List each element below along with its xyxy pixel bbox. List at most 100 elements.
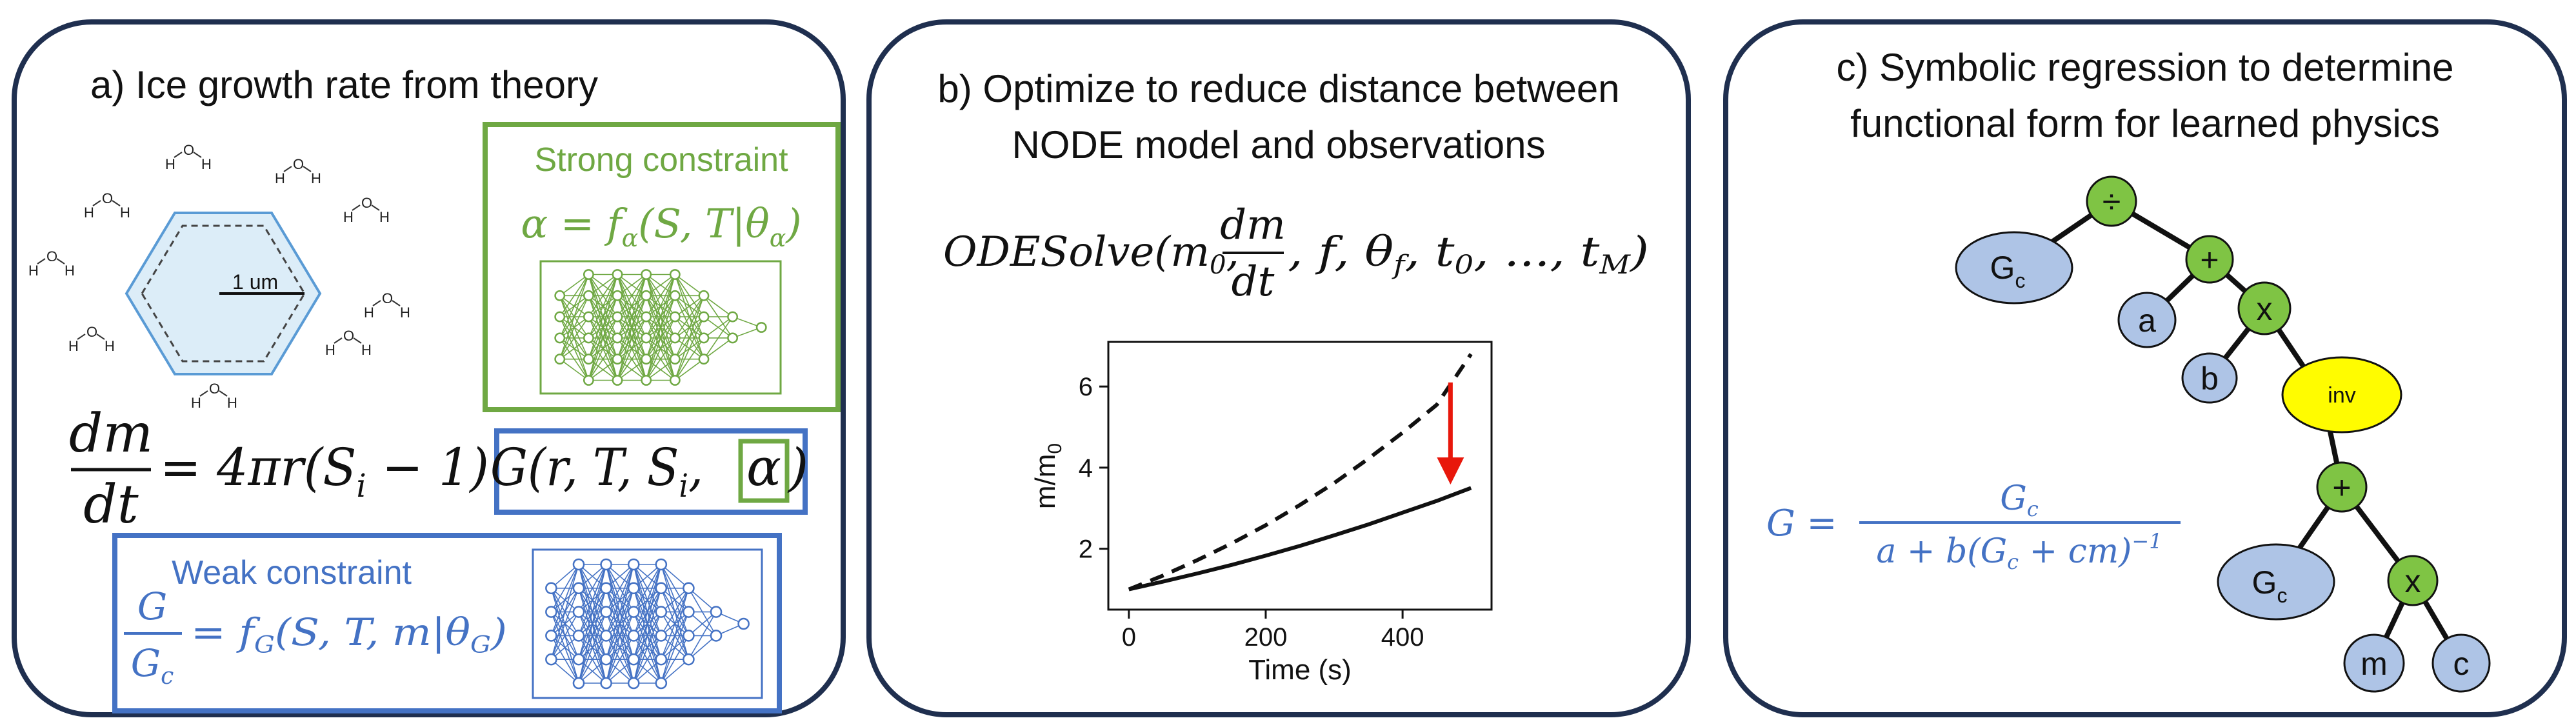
plus-node: + (2185, 235, 2234, 284)
svg-text:H: H (400, 304, 410, 321)
x-tick-label: 400 (1381, 623, 1424, 652)
network-edge (661, 659, 689, 684)
network-edge (674, 274, 704, 296)
svg-text:H: H (120, 204, 130, 221)
network-edge (633, 635, 662, 684)
network-edge (605, 564, 634, 660)
network-node (627, 630, 640, 642)
chart-marks: 0 200 400 2 4 6 (1079, 353, 1473, 652)
network-edge (674, 359, 704, 381)
panel-c-frame (1723, 19, 2567, 717)
odesolve-frac-den: dt (1232, 258, 1275, 306)
inv-node: inv (2281, 356, 2402, 433)
network-edge (645, 295, 676, 381)
svg-text:m: m (2361, 646, 2388, 682)
svg-text:H: H (165, 156, 175, 172)
network-edge (578, 635, 607, 684)
a-node: a (2117, 292, 2177, 348)
network-edge (578, 564, 607, 613)
network-edge (605, 612, 634, 684)
series-line-solid (1128, 486, 1472, 592)
water-molecule: O H H (364, 290, 410, 321)
network-edge (645, 274, 676, 359)
svg-text:÷: ÷ (2102, 183, 2121, 221)
network-edge (617, 359, 647, 381)
neural-network-blue (532, 548, 763, 699)
network-edge (588, 274, 618, 359)
svg-text:, f, θf, t0, ..., tM): , f, θ f, t 0, ..., t M) (1288, 228, 1649, 280)
svg-text:H: H (227, 395, 237, 411)
panel-a-title: a) Ice growth rate from theory (90, 63, 598, 106)
network-edge (703, 316, 734, 339)
network-edge (588, 274, 618, 381)
svg-text:x: x (2405, 563, 2421, 599)
g-function-box (494, 428, 808, 515)
network-edge (688, 612, 717, 660)
weak-constraint-box: Weak constraint G Gc = f G(S, T, m|θ G) (112, 533, 782, 713)
network-node (572, 677, 585, 690)
network-edge (588, 295, 618, 381)
network-edge (578, 564, 607, 684)
network-node (669, 332, 681, 344)
network-edge (617, 274, 647, 296)
svg-text:ODESolve(m0,: ODESolve(m0, (943, 228, 1239, 280)
svg-text:H: H (84, 204, 94, 221)
network-edge (617, 274, 647, 359)
network-node (572, 558, 585, 571)
network-edge (578, 564, 607, 660)
network-edge (559, 337, 589, 360)
network-node (627, 606, 640, 618)
network-node (554, 332, 566, 344)
network-node (583, 354, 594, 365)
svg-text:H: H (325, 342, 335, 358)
network-node (600, 653, 612, 666)
svg-text:inv: inv (2328, 383, 2355, 408)
network-edge (578, 588, 607, 684)
network-node (612, 332, 623, 344)
network-edge (559, 295, 590, 360)
network-node (669, 311, 681, 323)
chart-xlabel: Time (s) (1248, 654, 1352, 686)
network-edge (617, 274, 647, 381)
svg-text:x: x (2257, 291, 2273, 327)
network-node (698, 332, 710, 344)
network-edge (617, 274, 647, 339)
network-edge (559, 274, 590, 317)
network-edge (688, 611, 717, 637)
network-edge (646, 359, 675, 381)
svg-text:O: O (293, 156, 304, 172)
network-edge (617, 274, 647, 317)
odesolve-equation: ODESolve(m0, dm dt , f, θf, t0, ..., tM) (943, 201, 1649, 306)
chart-ylabel: m/m0 (1030, 443, 1066, 509)
times-node-2: x (2387, 555, 2439, 606)
network-node (698, 354, 710, 365)
y-tick-label: 6 (1079, 373, 1093, 401)
svg-text:O: O (343, 328, 354, 344)
network-edge (605, 588, 634, 684)
svg-text:+: + (2332, 470, 2351, 506)
network-node (641, 375, 652, 386)
svg-text:H: H (364, 304, 374, 321)
network-edge (633, 588, 662, 684)
network-node (655, 653, 668, 666)
network-edge (588, 337, 618, 381)
svg-text:H: H (311, 170, 321, 186)
network-edge (588, 359, 618, 381)
network-node (755, 322, 767, 333)
water-molecule: O H H (343, 195, 390, 225)
network-node (600, 558, 612, 571)
network-edge (578, 659, 607, 684)
network-edge (661, 588, 690, 684)
svg-text:b: b (2201, 361, 2219, 397)
network-edge (703, 337, 734, 360)
svg-text:H: H (65, 263, 75, 279)
network-edge (646, 274, 675, 317)
network-node (683, 630, 695, 642)
y-tick-label: 2 (1079, 535, 1093, 564)
y-tick-label: 4 (1079, 454, 1093, 483)
x-tick-label: 0 (1122, 623, 1136, 652)
network-node (669, 290, 681, 301)
network-edge (661, 588, 690, 660)
m-node: m (2343, 633, 2405, 693)
network-edge (550, 564, 579, 636)
